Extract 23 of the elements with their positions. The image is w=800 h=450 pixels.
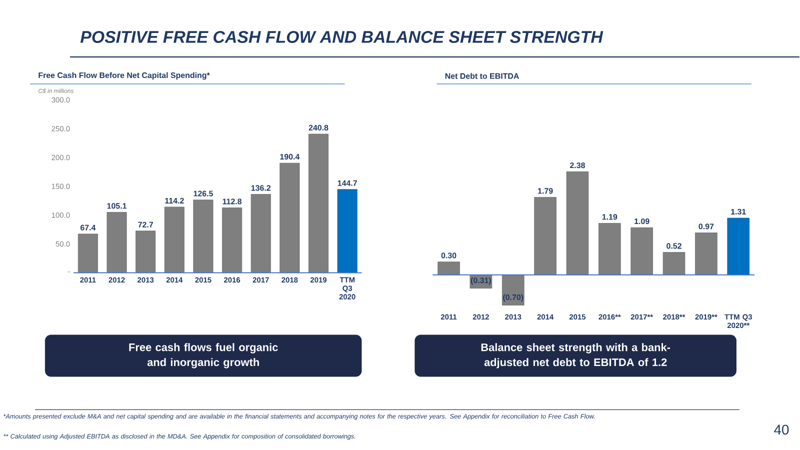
bar <box>662 252 686 276</box>
bar <box>222 208 242 274</box>
bar <box>308 134 328 274</box>
bar <box>598 223 621 276</box>
bar <box>136 230 156 274</box>
bar <box>566 172 589 276</box>
bar <box>106 212 127 274</box>
text: Balance sheet strength with a bank-adjusted net debt to EBITDA of 1.2 <box>481 343 670 368</box>
bar <box>193 200 214 274</box>
bar <box>250 194 271 274</box>
bar <box>695 232 718 276</box>
bar <box>630 228 653 276</box>
bar <box>502 274 524 306</box>
text: Free cash flows fuel organic and inorganic growth <box>129 343 278 368</box>
bar <box>337 189 358 274</box>
bar <box>727 218 750 276</box>
bar <box>164 206 184 274</box>
bar <box>280 163 300 274</box>
bar <box>438 262 460 276</box>
bar <box>78 234 98 274</box>
bar <box>534 197 556 276</box>
text: POSITIVE FREE CASH FLOW AND BALANCE SHEET STRENGTH <box>80 31 604 44</box>
text: 40 <box>774 424 789 435</box>
